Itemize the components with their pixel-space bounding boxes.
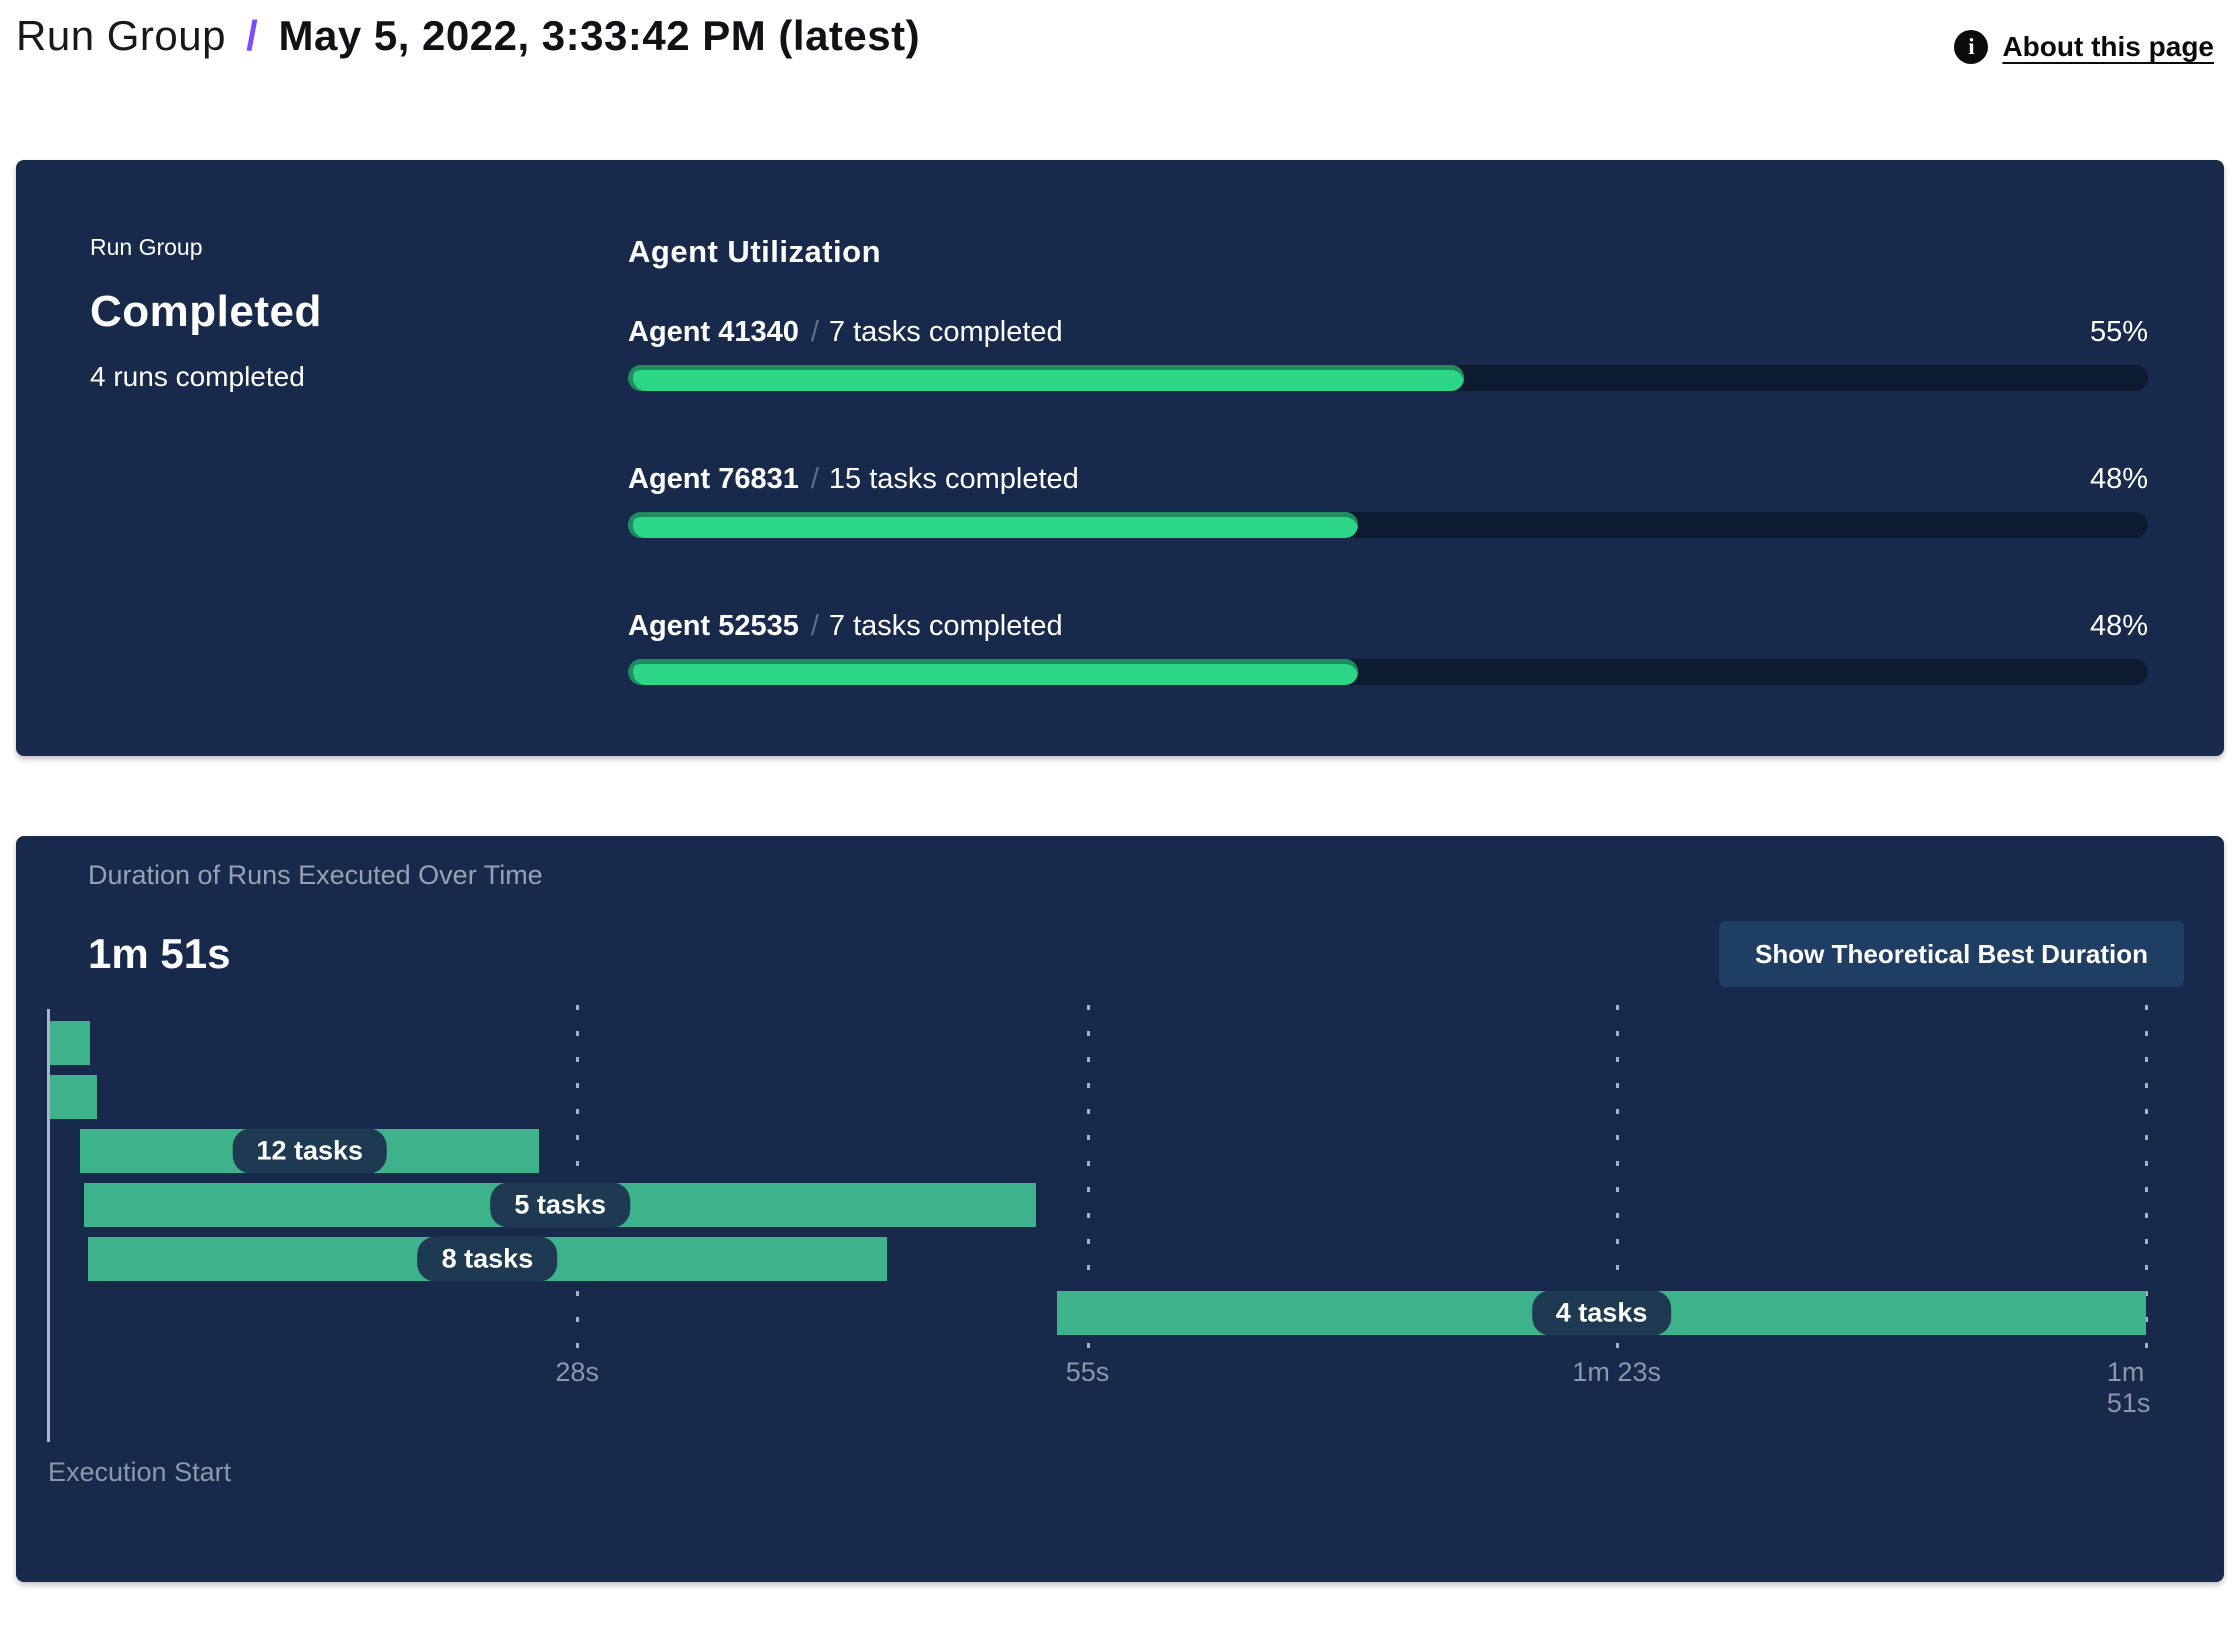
about-link-label: About this page xyxy=(2002,31,2214,62)
gantt-run-bar[interactable] xyxy=(49,1021,90,1065)
task-count-pill: 12 tasks xyxy=(232,1128,388,1174)
gantt-run-bar[interactable] xyxy=(49,1075,98,1119)
utilization-progress-track xyxy=(628,659,2148,685)
gridline xyxy=(1615,1005,1619,1355)
agent-name: Agent 41340 xyxy=(628,316,799,348)
page-header: Run Group / May 5, 2022, 3:33:42 PM (lat… xyxy=(0,0,2240,64)
gridline xyxy=(2144,1005,2148,1355)
duration-panel: Duration of Runs Executed Over Time 1m 5… xyxy=(16,836,2224,1582)
run-group-status-block: Run Group Completed 4 runs completed xyxy=(90,234,628,756)
agent-name: Agent 52535 xyxy=(628,610,799,642)
total-duration-value: 1m 51s xyxy=(88,930,231,977)
gridline xyxy=(1086,1005,1090,1355)
page-title: May 5, 2022, 3:33:42 PM (latest) xyxy=(278,12,921,59)
gantt-run-bar[interactable]: 5 tasks xyxy=(83,1182,1037,1228)
execution-start-axis-line xyxy=(47,1009,50,1442)
breadcrumb: Run Group / May 5, 2022, 3:33:42 PM (lat… xyxy=(16,12,920,60)
info-icon: i xyxy=(1954,30,1989,64)
task-count-pill: 8 tasks xyxy=(417,1236,558,1282)
gridline xyxy=(576,1005,580,1355)
duration-chart-title: Duration of Runs Executed Over Time xyxy=(88,860,543,890)
about-this-page-link[interactable]: i About this page xyxy=(1954,30,2214,64)
gantt-run-bar[interactable]: 8 tasks xyxy=(87,1236,888,1282)
utilization-progress-track xyxy=(628,365,2148,391)
axis-tick-label: 1m 51s xyxy=(2106,1357,2151,1418)
agent-utilization-row: Agent 76831 / 15 tasks completed 48% xyxy=(628,463,2148,538)
agent-name: Agent 76831 xyxy=(628,463,799,495)
agent-utilization-block: Agent Utilization Agent 41340 / 7 tasks co… xyxy=(628,234,2148,756)
utilization-progress-fill xyxy=(628,365,1464,391)
agent-tasks-completed: 7 tasks completed xyxy=(828,610,1063,642)
gantt-run-bar[interactable]: 4 tasks xyxy=(1057,1290,2146,1336)
breadcrumb-run-group[interactable]: Run Group xyxy=(16,12,226,59)
axis-tick-label: 55s xyxy=(1065,1357,1110,1387)
agent-label-line: Agent 76831 / 15 tasks completed 48% xyxy=(628,463,2148,496)
agent-label: Agent 41340 / 7 tasks completed xyxy=(628,316,1063,349)
task-count-pill: 5 tasks xyxy=(490,1182,630,1228)
agent-utilization-row: Agent 52535 / 7 tasks completed 48% xyxy=(628,610,2148,685)
agent-tasks-completed: 7 tasks completed xyxy=(828,316,1063,348)
show-theoretical-best-duration-button[interactable]: Show Theoretical Best Duration xyxy=(1719,921,2184,987)
agent-utilization-percent: 48% xyxy=(2089,463,2148,495)
agent-label-line: Agent 41340 / 7 tasks completed 55% xyxy=(628,316,2148,349)
agent-separator: / xyxy=(810,463,819,495)
runs-completed-text: 4 runs completed xyxy=(90,361,305,392)
agent-utilization-row: Agent 41340 / 7 tasks completed 55% xyxy=(628,316,2148,391)
axis-tick-label: 1m 23s xyxy=(1572,1357,1661,1387)
utilization-progress-track xyxy=(628,512,2148,538)
agent-label: Agent 76831 / 15 tasks completed xyxy=(628,463,1079,496)
run-group-label: Run Group xyxy=(90,234,203,260)
run-group-status: Completed xyxy=(90,287,322,336)
execution-start-label: Execution Start xyxy=(48,1457,232,1487)
duration-header-row: 1m 51s Show Theoretical Best Duration xyxy=(88,921,2184,987)
utilization-progress-fill xyxy=(628,512,1358,538)
gantt-run-bar[interactable]: 12 tasks xyxy=(80,1128,540,1174)
task-count-pill: 4 tasks xyxy=(1531,1290,1672,1336)
agent-label-line: Agent 52535 / 7 tasks completed 48% xyxy=(628,610,2148,643)
agent-separator: / xyxy=(810,610,819,642)
axis-tick-label: 28s xyxy=(555,1357,599,1387)
run-group-summary-panel: Run Group Completed 4 runs completed Age… xyxy=(16,160,2224,756)
gantt-chart: Execution Start 28s 55s 1m 23s 1m 51s 12 tas… xyxy=(16,1005,2224,1525)
agent-utilization-percent: 55% xyxy=(2089,316,2148,348)
agent-separator: / xyxy=(810,316,819,348)
agent-tasks-completed: 15 tasks completed xyxy=(828,463,1079,495)
agent-label: Agent 52535 / 7 tasks completed xyxy=(628,610,1063,643)
utilization-progress-fill xyxy=(628,659,1358,685)
agent-utilization-title: Agent Utilization xyxy=(628,234,882,269)
breadcrumb-separator: / xyxy=(246,12,259,59)
agent-utilization-percent: 48% xyxy=(2089,610,2148,642)
